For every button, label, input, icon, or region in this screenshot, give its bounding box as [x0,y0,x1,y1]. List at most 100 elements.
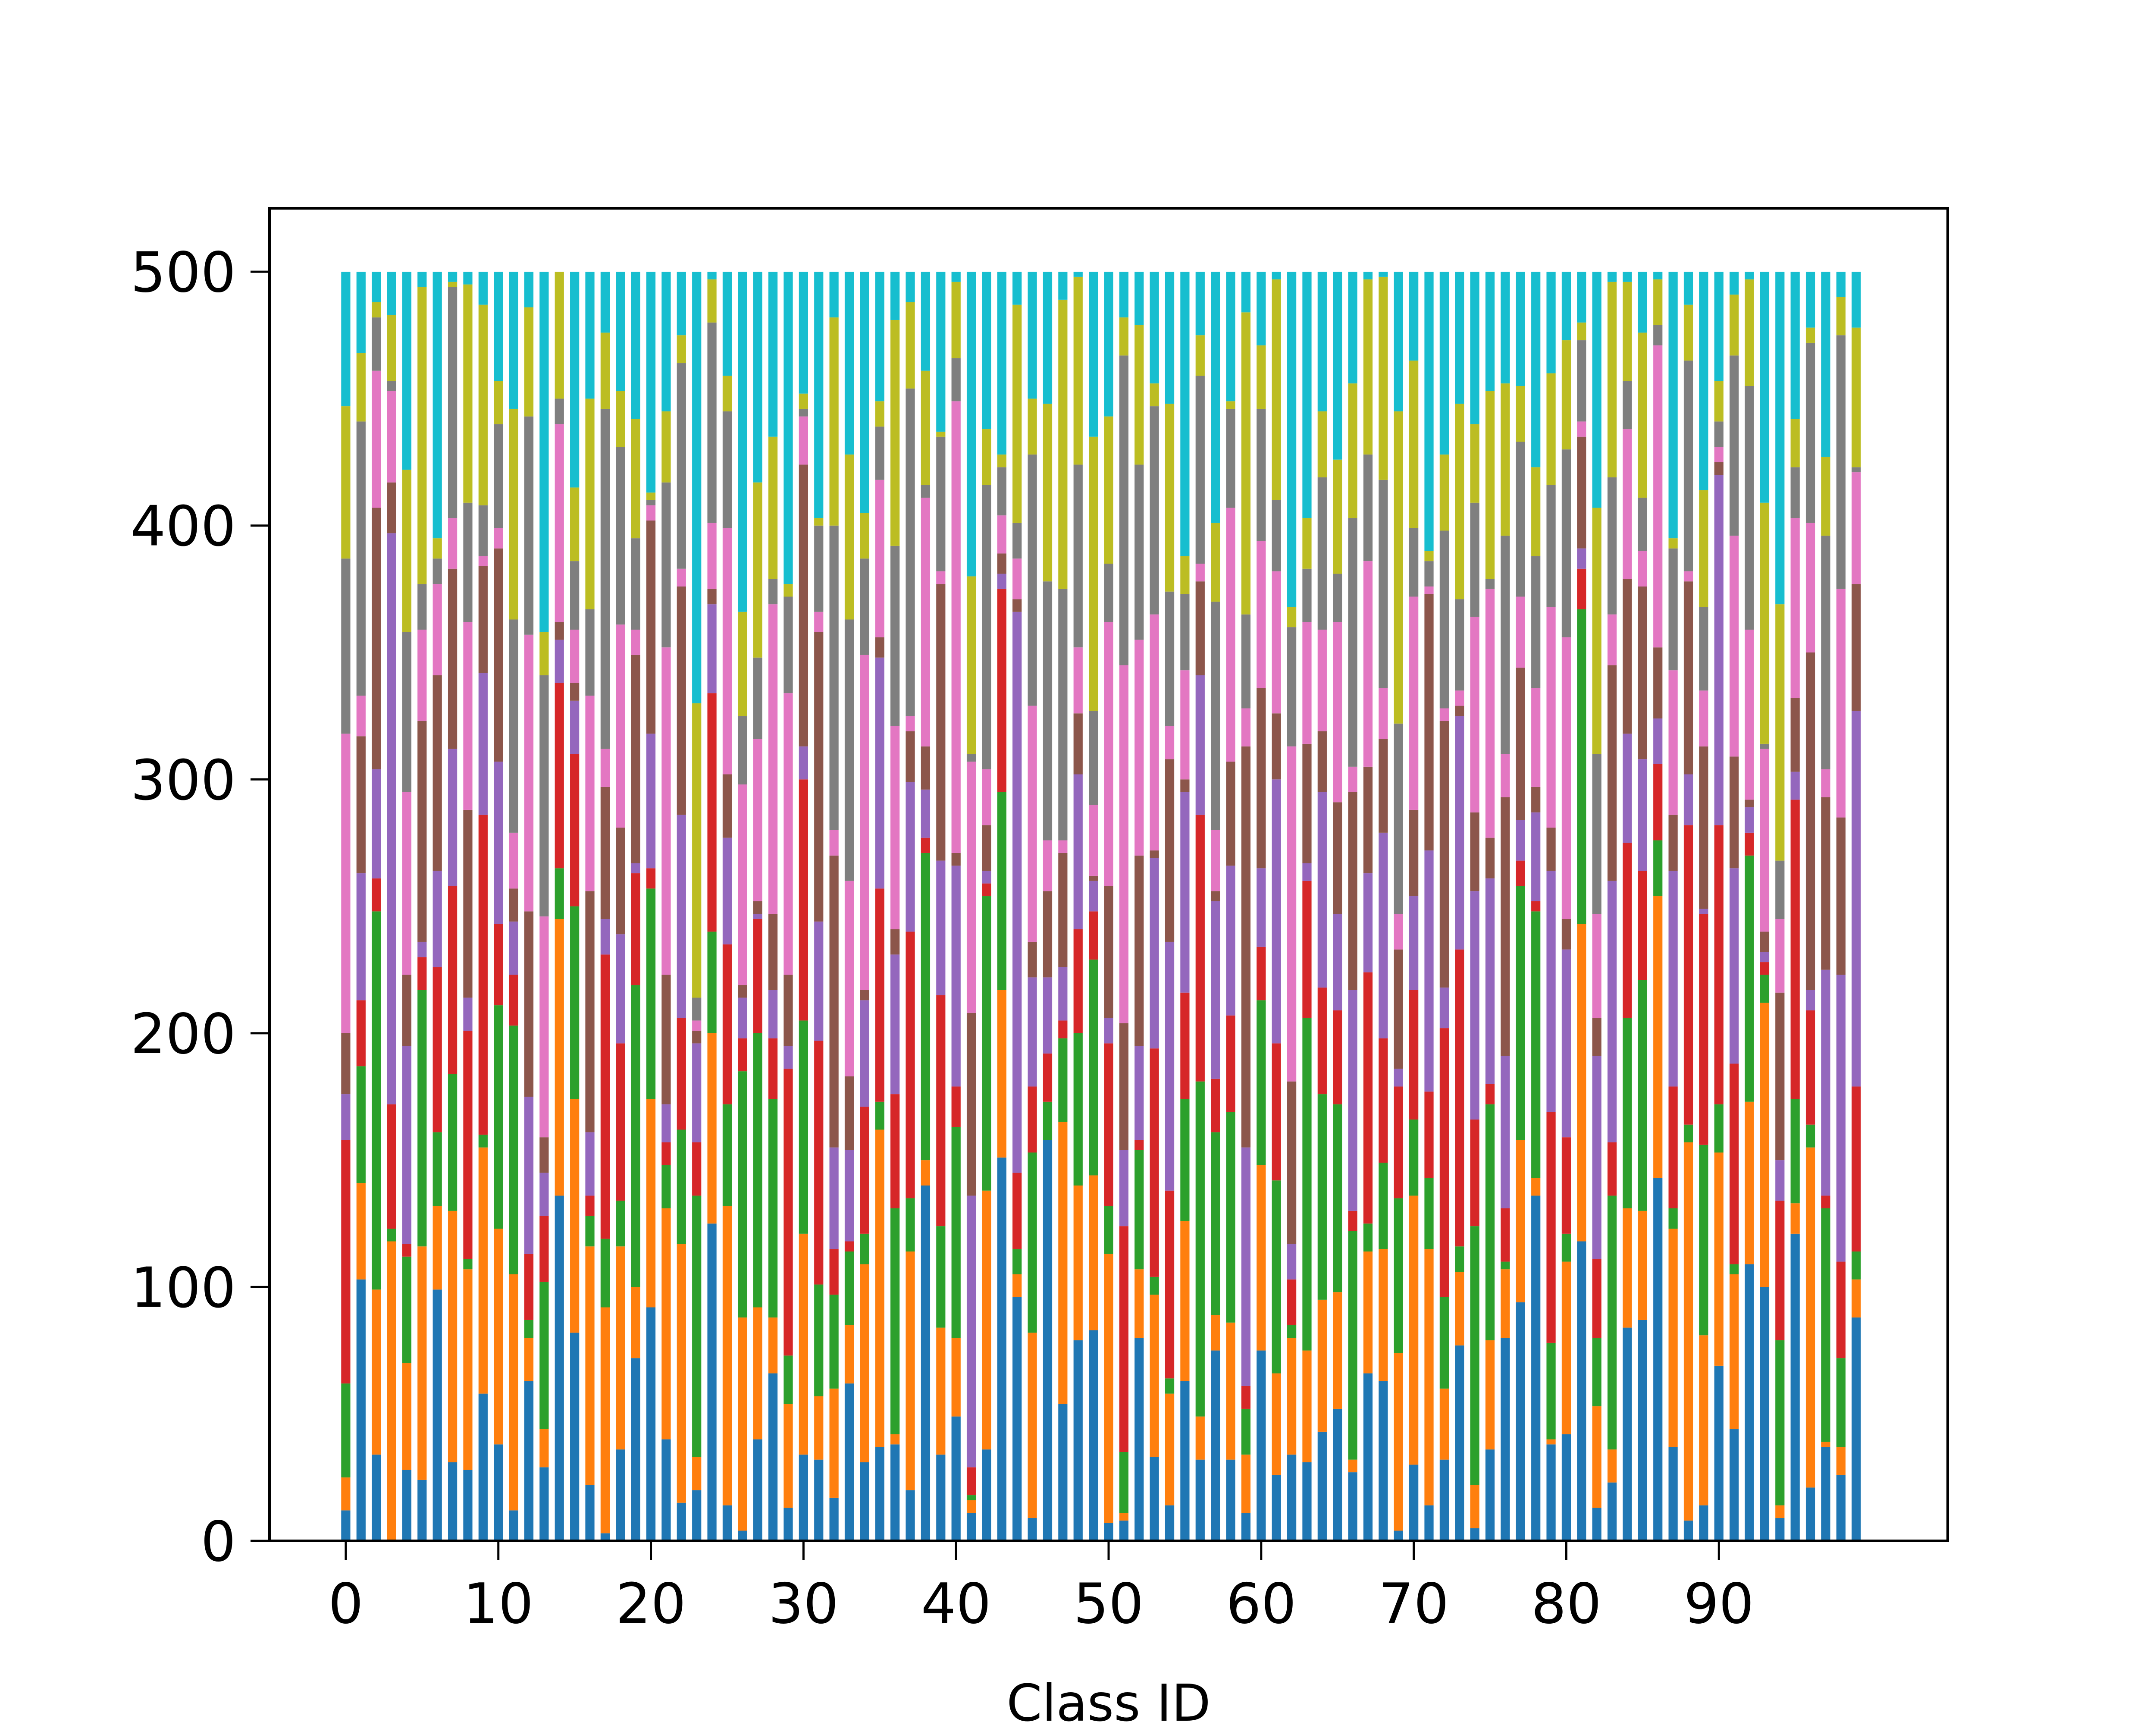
bar-class-11-segment-9 [509,272,518,409]
bar-class-41-segment-8 [966,576,976,754]
bar-class-38-segment-5 [921,746,931,790]
bar-class-35-segment-1 [875,1129,884,1447]
bar-class-28-segment-3 [768,1038,778,1099]
bar-class-17-segment-8 [600,332,610,409]
bar-class-89-segment-9 [1699,272,1708,490]
bar-class-42-segment-3 [982,883,991,897]
bar-class-46-segment-4 [1043,977,1053,1054]
bar-class-88-segment-1 [1683,1142,1693,1521]
bar-class-38-segment-4 [921,789,931,838]
bar-class-53-segment-6 [1150,614,1159,851]
bar-class-97-segment-8 [1821,457,1830,536]
bar-class-89-segment-8 [1699,490,1708,607]
bar-class-15-segment-4 [570,700,580,754]
bar-class-34-segment-0 [860,1462,869,1541]
bar-class-71-segment-9 [1424,272,1434,551]
bar-class-49-segment-5 [1089,875,1098,881]
bar-class-1-segment-6 [356,696,366,737]
bar-class-35-segment-8 [875,401,884,427]
bar-class-0-segment-4 [341,1094,351,1140]
bar-class-6-segment-3 [432,967,442,1132]
bar-class-24-segment-3 [707,693,717,932]
bar-class-98-segment-6 [1836,589,1846,818]
bar-class-42-segment-4 [982,871,991,884]
bar-class-2-segment-8 [372,302,381,318]
bar-class-96-segment-7 [1805,342,1815,523]
bar-class-41-segment-0 [966,1513,976,1541]
bars-layer [341,272,1861,1541]
bar-class-36-segment-4 [890,954,900,1095]
bar-class-65-segment-3 [1333,1010,1342,1104]
bar-class-61-segment-6 [1272,571,1281,714]
bar-class-68-segment-4 [1379,832,1388,1038]
bar-class-84-segment-5 [1623,579,1632,734]
bar-class-32-segment-5 [829,855,839,1148]
bar-class-17-segment-4 [600,919,610,955]
bar-class-63-segment-2 [1302,1018,1312,1351]
bar-class-45-segment-2 [1028,1152,1037,1333]
bar-class-95-segment-3 [1790,800,1800,1099]
bar-class-9-segment-9 [478,272,488,305]
bar-class-0-segment-8 [341,406,351,559]
bar-class-79-segment-5 [1546,828,1556,871]
bar-class-80-segment-5 [1561,919,1571,950]
bar-class-37-segment-9 [906,272,915,302]
bar-class-59-segment-5 [1241,746,1251,1148]
bar-class-5-segment-4 [417,941,427,957]
bar-class-72-segment-4 [1439,987,1449,1029]
bar-class-35-segment-7 [875,427,884,480]
bar-class-7-segment-9 [448,272,458,282]
bar-class-22-segment-9 [677,272,686,336]
bar-class-74-segment-1 [1470,1485,1479,1528]
bar-class-25-segment-0 [722,1505,732,1541]
bar-class-59-segment-3 [1241,1386,1251,1409]
bar-class-41-segment-1 [966,1500,976,1513]
bar-class-32-segment-3 [829,1249,839,1295]
bar-class-12-segment-8 [524,307,534,417]
bar-class-40-segment-3 [951,1086,961,1127]
bar-class-96-segment-9 [1805,272,1815,328]
bar-class-99-segment-3 [1852,1086,1861,1252]
bar-class-79-segment-6 [1546,607,1556,828]
bar-class-59-segment-2 [1241,1408,1251,1455]
bar-class-98-segment-4 [1836,975,1846,1262]
bar-class-15-segment-8 [570,487,580,561]
bar-class-66-segment-2 [1348,1231,1357,1460]
bar-class-4-segment-1 [402,1363,412,1470]
bar-class-81-segment-5 [1577,436,1586,549]
bar-class-41-segment-7 [966,754,976,762]
bar-class-52-segment-0 [1134,1338,1144,1541]
bar-class-35-segment-6 [875,480,884,637]
bar-class-2-segment-1 [372,1289,381,1455]
bar-class-28-segment-1 [768,1317,778,1374]
bar-class-27-segment-6 [753,739,762,901]
bar-class-17-segment-6 [600,749,610,787]
bar-class-9-segment-1 [478,1147,488,1394]
bar-class-5-segment-7 [417,584,427,630]
bar-class-55-segment-7 [1180,594,1190,671]
bar-class-87-segment-6 [1668,670,1678,815]
bar-class-13-segment-3 [539,1216,549,1282]
bar-class-41-segment-6 [966,762,976,1013]
bar-class-50-segment-9 [1104,272,1113,417]
bar-class-10-segment-7 [494,424,503,528]
bar-class-52-segment-8 [1134,325,1144,465]
y-tick-label: 100 [131,1256,236,1320]
bar-class-38-segment-3 [921,837,931,853]
bar-class-60-segment-1 [1257,1165,1266,1351]
bar-class-6-segment-2 [432,1132,442,1206]
bar-class-56-segment-6 [1195,564,1205,582]
bar-class-30-segment-4 [799,746,808,780]
bar-class-50-segment-2 [1104,1206,1113,1254]
bar-class-46-segment-2 [1043,1101,1053,1140]
bar-class-83-segment-0 [1607,1482,1617,1541]
bar-class-65-segment-8 [1333,459,1342,574]
bar-class-1-segment-0 [356,1279,366,1541]
bar-class-52-segment-4 [1134,1046,1144,1140]
bar-class-83-segment-3 [1607,1142,1617,1196]
bar-class-95-segment-2 [1790,1099,1800,1204]
bar-class-76-segment-7 [1501,536,1510,754]
bar-class-42-segment-8 [982,429,991,485]
bar-class-12-segment-0 [524,1381,534,1541]
bar-class-11-segment-1 [509,1274,518,1511]
